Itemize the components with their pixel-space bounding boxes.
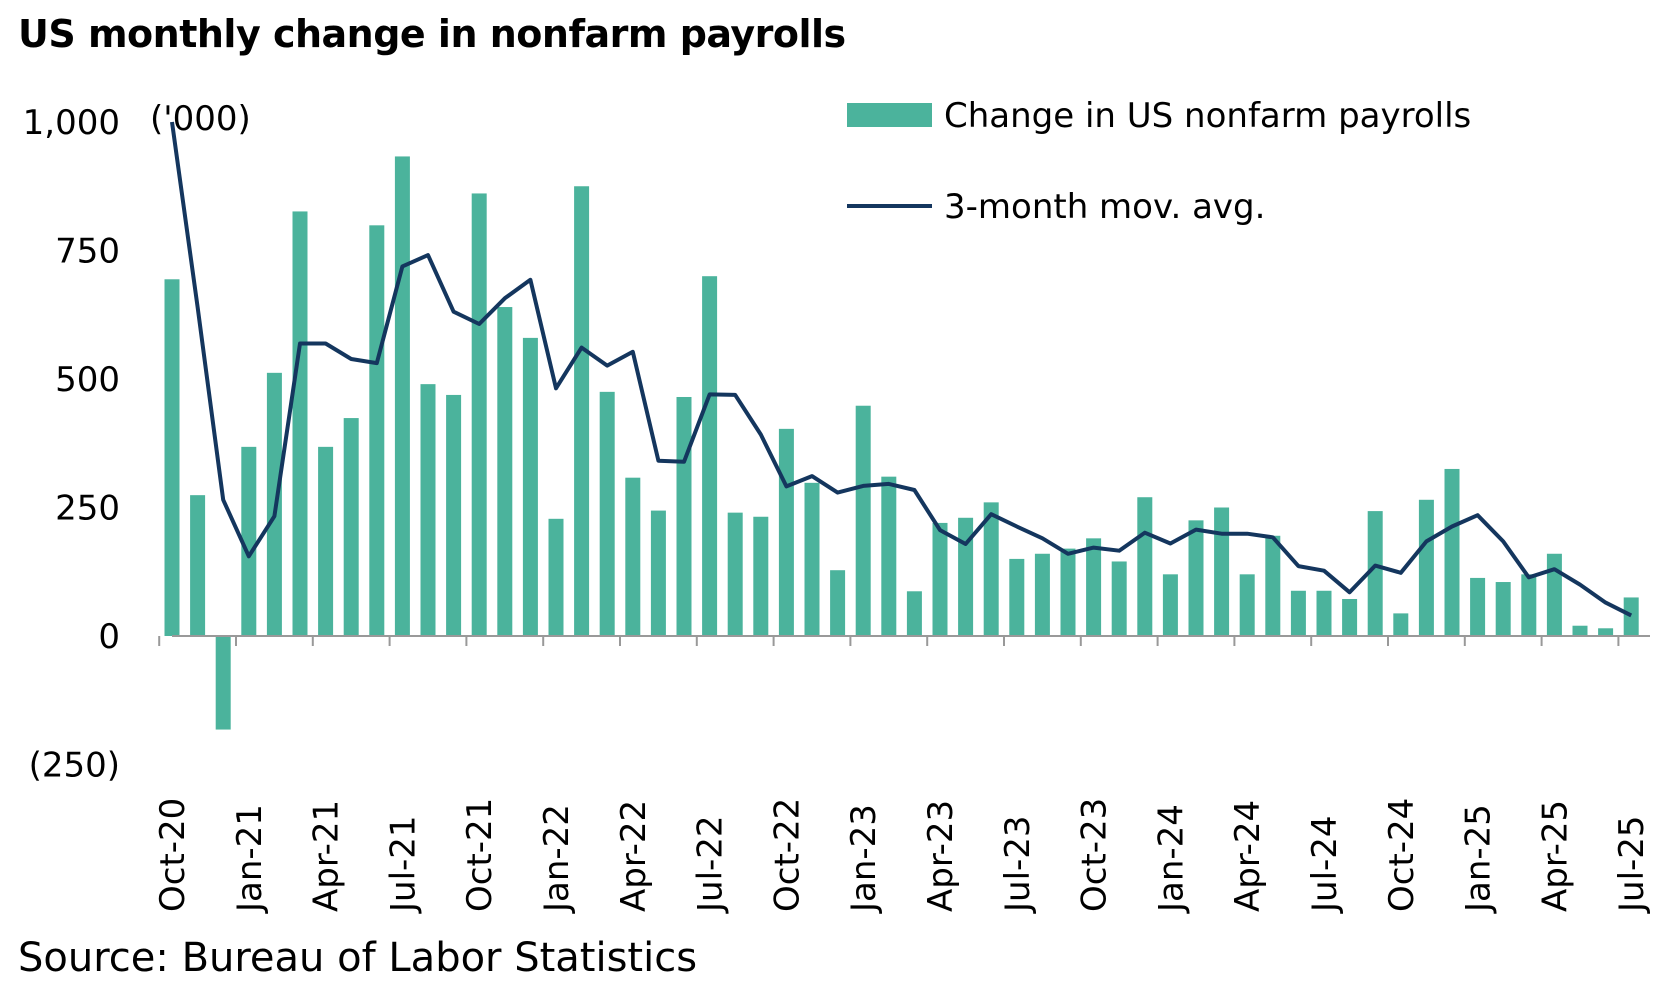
x-tick-label: Jul-25	[1612, 815, 1652, 914]
x-tick-labels: Oct-20 Jan-21 Apr-21 Jul-21 Oct-21 Jan-22 Apr-…	[153, 798, 1652, 914]
bar-Jun-22	[676, 396, 692, 636]
bar-May-23	[958, 517, 974, 636]
bar-Aug-23	[1034, 553, 1050, 636]
x-tick-label: Oct-21	[460, 798, 500, 912]
bar-Aug-22	[727, 512, 743, 636]
x-tick-label: Apr-24	[1228, 800, 1268, 912]
unit-label: ('000)	[150, 99, 251, 139]
y-tick-label: 1,000	[23, 103, 120, 143]
moving-average-line	[170, 121, 1633, 618]
bar-Oct-21	[471, 193, 487, 637]
x-axis	[158, 635, 1650, 646]
bar-Oct-24	[1393, 613, 1409, 636]
bar-Apr-22	[625, 477, 641, 636]
bar-Aug-21	[420, 384, 436, 636]
bar-May-24	[1265, 535, 1281, 636]
x-tick-label: Jul-24	[1305, 815, 1345, 914]
x-tick-label: Apr-22	[614, 800, 654, 912]
chart-title: US monthly change in nonfarm payrolls	[18, 12, 846, 56]
y-axis: (250) 0 250 500 750 1,000	[23, 103, 120, 786]
x-tick-label: Apr-25	[1535, 800, 1575, 912]
bar-Oct-20	[164, 279, 180, 636]
bar-May-22	[650, 510, 666, 636]
bar-Jun-21	[369, 225, 385, 636]
x-tick-label: Apr-21	[307, 800, 347, 912]
x-tick-label: Jan-25	[1459, 804, 1499, 914]
bar-Dec-23	[1137, 497, 1153, 636]
source-note: Source: Bureau of Labor Statistics	[18, 935, 698, 981]
bar-Mar-23	[906, 591, 922, 636]
legend: Change in US nonfarm payrolls 3-month mo…	[847, 96, 1471, 227]
bar-Feb-22	[574, 186, 590, 636]
bar-Apr-21	[318, 446, 334, 636]
bar-Feb-23	[881, 476, 897, 636]
bar-Aug-24	[1342, 598, 1358, 636]
bar-series	[164, 156, 1639, 730]
bar-Oct-22	[778, 428, 794, 636]
x-tick-label: Apr-23	[921, 800, 961, 912]
x-tick-label: Jan-21	[230, 804, 270, 914]
bar-Feb-25	[1495, 582, 1511, 636]
bar-Jan-21	[241, 446, 257, 636]
bar-May-25	[1572, 625, 1588, 636]
y-tick-label: 250	[55, 489, 120, 529]
bar-Sep-23	[1060, 548, 1076, 636]
bar-Dec-21	[522, 337, 538, 636]
bar-Mar-25	[1521, 574, 1537, 636]
x-tick-label: Oct-24	[1382, 798, 1422, 912]
bar-Jul-21	[394, 156, 410, 637]
y-tick-label: 500	[55, 360, 120, 400]
bar-Mar-21	[292, 211, 308, 636]
bar-Jul-22	[702, 276, 718, 636]
x-tick-label: Oct-23	[1075, 798, 1115, 912]
bar-Dec-20	[215, 636, 231, 730]
bar-Jan-25	[1470, 577, 1486, 636]
bar-Mar-24	[1214, 507, 1230, 636]
bar-Sep-22	[753, 516, 769, 636]
line-series	[170, 121, 1633, 618]
x-tick-label: Jan-23	[844, 804, 884, 914]
bar-Jun-25	[1598, 628, 1614, 636]
bar-Mar-22	[599, 391, 615, 636]
legend-bar-swatch	[847, 103, 932, 127]
bar-Feb-24	[1188, 520, 1204, 636]
bar-Nov-22	[804, 482, 820, 636]
x-tick-label: Oct-20	[153, 798, 193, 912]
bar-May-21	[343, 418, 359, 636]
x-tick-label: Jul-21	[383, 815, 423, 914]
bar-Jul-24	[1316, 590, 1332, 636]
y-tick-label: (250)	[29, 746, 120, 786]
bar-Nov-24	[1418, 499, 1434, 636]
bar-Jun-23	[983, 502, 999, 636]
bar-Apr-24	[1239, 574, 1255, 636]
bar-Jul-23	[1009, 558, 1025, 636]
bar-Jan-22	[548, 518, 564, 636]
x-tick-label: Jan-24	[1151, 804, 1191, 914]
y-tick-label: 750	[55, 232, 120, 272]
bar-Sep-21	[446, 394, 462, 636]
bar-Jan-23	[855, 405, 871, 636]
legend-bar-label: Change in US nonfarm payrolls	[944, 96, 1471, 136]
bar-Jan-24	[1162, 574, 1178, 636]
bar-Oct-23	[1086, 538, 1102, 636]
bar-Apr-23	[932, 522, 948, 636]
bar-Dec-24	[1444, 468, 1460, 636]
bar-Apr-25	[1546, 553, 1562, 636]
bar-Dec-22	[830, 570, 846, 636]
legend-line-label: 3-month mov. avg.	[944, 187, 1265, 227]
bar-Nov-20	[190, 495, 206, 636]
bar-Sep-24	[1367, 511, 1383, 636]
x-tick-label: Oct-22	[767, 798, 807, 912]
y-tick-label: 0	[98, 617, 120, 657]
bar-Jul-25	[1623, 597, 1639, 636]
bar-Nov-21	[497, 307, 513, 636]
bar-Jun-24	[1290, 590, 1306, 636]
x-tick-label: Jan-22	[537, 804, 577, 914]
x-tick-label: Jul-22	[691, 815, 731, 914]
bar-Nov-23	[1111, 561, 1127, 636]
x-tick-label: Jul-23	[998, 815, 1038, 914]
